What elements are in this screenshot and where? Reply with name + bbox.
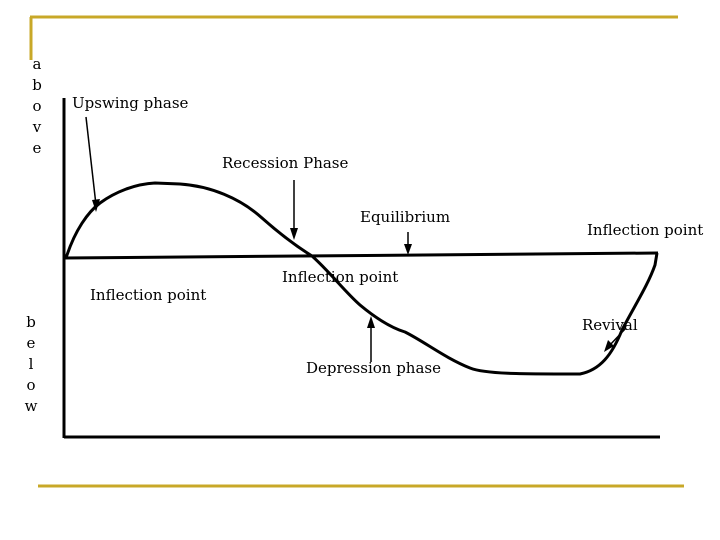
above-letter: o [32,97,42,115]
above-letter: b [32,76,42,94]
inflection-point-right-label: Inflection point [587,221,704,239]
below-letter: b [26,313,36,331]
revival-arrow [604,327,627,352]
depression-arrow [367,316,375,362]
upswing-phase-label: Upswing phase [72,94,189,112]
below-letter: l [28,355,34,373]
inflection-point-left-label: Inflection point [90,286,207,304]
recession-phase-label: Recession Phase [222,154,349,172]
above-letter: a [32,55,42,73]
recession-arrow [290,180,298,240]
below-letter: e [26,334,36,352]
below-letter: w [24,397,38,415]
below-label: b e l o w [24,312,38,417]
below-letter: o [26,376,36,394]
above-letter: e [32,139,42,157]
inflection-point-middle-label: Inflection point [282,268,399,286]
above-letter: v [32,118,42,136]
equilibrium-arrow [404,232,412,255]
depression-phase-label: Depression phase [306,359,441,377]
cycle-curve [64,181,659,376]
upswing-arrow [85,116,100,212]
above-label: a b o v e [30,54,44,159]
revival-label: Revival [582,316,638,334]
equilibrium-label: Equilibrium [360,208,451,226]
equilibrium-line [63,251,659,260]
